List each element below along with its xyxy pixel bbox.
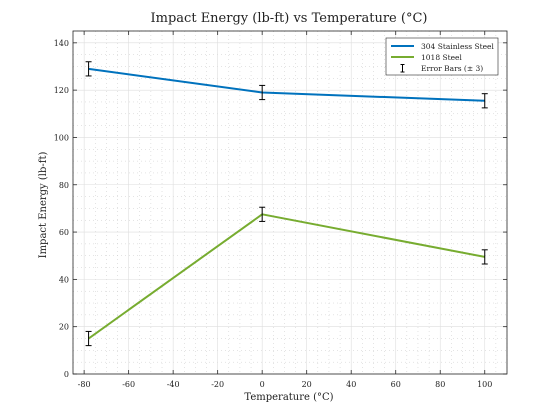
legend-label-error-bars: Error Bars (± 3) bbox=[421, 64, 483, 73]
y-tick-label: 80 bbox=[59, 181, 69, 190]
y-tick-label: 140 bbox=[54, 39, 69, 48]
error-bar bbox=[259, 84, 266, 101]
error-bar bbox=[259, 206, 266, 222]
x-tick-label: 0 bbox=[260, 380, 265, 389]
x-tick-label: 100 bbox=[477, 380, 492, 389]
error-bar bbox=[481, 249, 488, 265]
x-tick-label: -40 bbox=[167, 380, 180, 389]
plot-frame bbox=[72, 30, 508, 375]
error-bar bbox=[481, 93, 488, 109]
error-bar bbox=[85, 61, 92, 77]
x-tick-label: -80 bbox=[78, 380, 91, 389]
error-bar bbox=[85, 330, 92, 347]
x-tick-label: 40 bbox=[346, 380, 356, 389]
x-tick-label: -20 bbox=[211, 380, 224, 389]
y-tick-label: 40 bbox=[59, 275, 69, 284]
axes-layer: -80 -60 -40 -20 0 20 40 60 80 100 0 20 40 60 80 100 120 1… bbox=[54, 31, 507, 389]
y-axis-label: Impact Energy (lb-ft) bbox=[38, 152, 49, 259]
y-tick-label: 60 bbox=[59, 228, 69, 237]
legend-label-1018-steel: 1018 Steel bbox=[421, 53, 462, 62]
x-tick-label: 20 bbox=[302, 380, 312, 389]
errorbar-layer bbox=[85, 61, 488, 347]
y-tick-label: 0 bbox=[64, 370, 69, 379]
chart-title: Impact Energy (lb-ft) vs Temperature (°C… bbox=[151, 11, 428, 26]
y-tick-label: 120 bbox=[54, 86, 69, 95]
y-tick-label: 100 bbox=[54, 133, 69, 142]
x-tick-label: 60 bbox=[391, 380, 401, 389]
x-axis-label: Temperature (°C) bbox=[244, 392, 333, 403]
x-tick-label: 80 bbox=[435, 380, 445, 389]
legend: 304 Stainless Steel 1018 Steel Error Bar… bbox=[385, 37, 499, 76]
legend-swatch-error-bars bbox=[400, 64, 405, 73]
x-tick-label: -60 bbox=[122, 380, 135, 389]
legend-label-304-stainless: 304 Stainless Steel bbox=[421, 42, 494, 51]
y-tick-label: 20 bbox=[59, 323, 69, 332]
